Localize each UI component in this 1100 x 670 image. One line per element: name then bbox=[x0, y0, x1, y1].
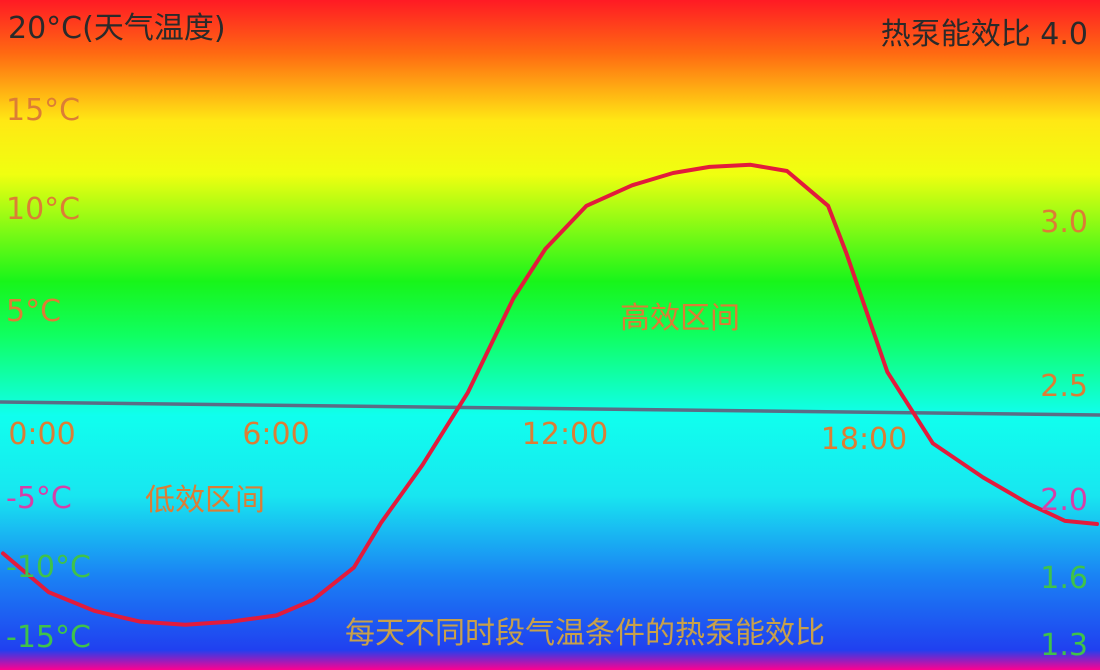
right-axis-label: 热泵能效比 4.0 bbox=[881, 17, 1088, 52]
left-axis-label: 20°C(天气温度) bbox=[8, 11, 226, 46]
low-efficiency-annotation: 低效区间 bbox=[145, 483, 265, 518]
right-tick-label: 2.5 bbox=[1040, 369, 1088, 404]
temperature-curve bbox=[1, 162, 1099, 627]
right-tick-label: 3.0 bbox=[1040, 205, 1088, 240]
left-tick-label: -5°C bbox=[6, 481, 72, 516]
x-tick-label: 12:00 bbox=[522, 417, 608, 452]
right-tick-label: 1.3 bbox=[1040, 628, 1088, 663]
left-tick-label: 10°C bbox=[6, 192, 80, 227]
right-tick-label: 2.0 bbox=[1040, 483, 1088, 518]
chart-title: 每天不同时段气温条件的热泵能效比 bbox=[345, 616, 825, 651]
left-tick-label: -10°C bbox=[6, 550, 91, 585]
high-efficiency-annotation: 高效区间 bbox=[620, 301, 740, 336]
right-tick-label: 1.6 bbox=[1040, 561, 1088, 596]
right-axis-ticks: 3.0 2.5 2.0 1.6 1.3 bbox=[1040, 205, 1088, 663]
left-tick-label: 5°C bbox=[6, 294, 61, 329]
x-tick-label: 6:00 bbox=[242, 417, 309, 452]
reference-line bbox=[0, 400, 1100, 417]
left-tick-label: 15°C bbox=[6, 93, 80, 128]
x-tick-label: 18:00 bbox=[821, 422, 907, 457]
x-tick-label: 0:00 bbox=[8, 417, 75, 452]
x-axis-ticks: 0:00 6:00 12:00 18:00 bbox=[8, 417, 907, 457]
left-axis-ticks: 15°C 10°C 5°C -5°C -10°C -15°C bbox=[6, 93, 91, 655]
left-tick-label: -15°C bbox=[6, 620, 91, 655]
